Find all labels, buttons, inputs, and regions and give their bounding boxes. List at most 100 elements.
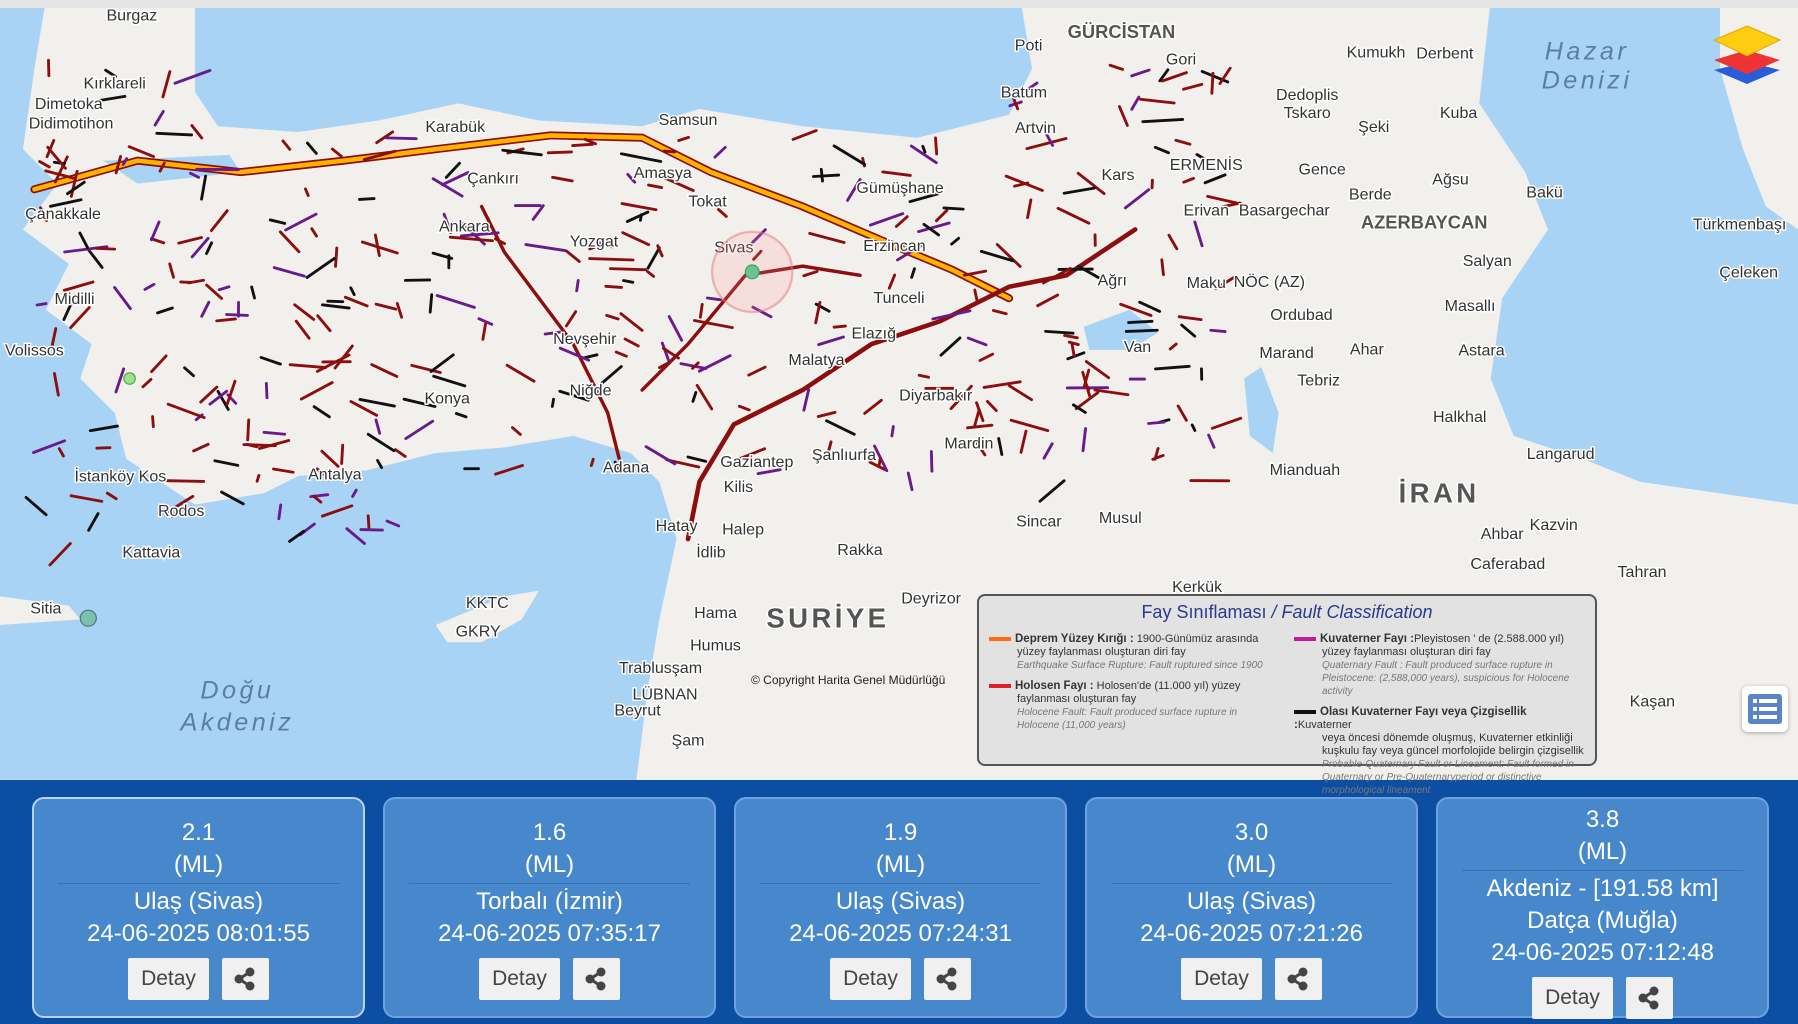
fault-segment bbox=[978, 352, 995, 362]
fault-segment bbox=[660, 175, 695, 192]
epicenter-marker[interactable] bbox=[744, 264, 760, 280]
fault-segment bbox=[1214, 274, 1238, 291]
fault-segment bbox=[1007, 384, 1034, 402]
fault-segment bbox=[49, 198, 83, 208]
legend-item-name: Holosen Fayı : bbox=[1015, 680, 1094, 692]
fault-segment bbox=[24, 496, 48, 517]
fault-segment bbox=[565, 249, 581, 263]
layers-button[interactable] bbox=[1712, 22, 1782, 86]
fault-segment bbox=[1025, 137, 1068, 151]
detail-button[interactable]: Detay bbox=[128, 958, 209, 1000]
earthquake-card[interactable]: 1.6 (ML) Torbalı (İzmir) 24-06-2025 07:3… bbox=[383, 797, 716, 1018]
map-label: Kumukh bbox=[1347, 43, 1406, 61]
fault-segment bbox=[320, 303, 351, 310]
fault-segment bbox=[104, 68, 117, 78]
earthquake-card[interactable]: 1.9 (ML) Ulaş (Sivas) 24-06-2025 07:24:3… bbox=[734, 797, 1067, 1018]
share-button[interactable] bbox=[572, 958, 620, 1000]
map-label: Amasya bbox=[634, 164, 692, 182]
event-magnitude-type: (ML) bbox=[173, 851, 224, 878]
fault-segment bbox=[1193, 220, 1204, 248]
fault-segment bbox=[373, 233, 381, 257]
legend-item: Deprem Yüzey Kırığı : 1900-Günümüz arası… bbox=[989, 633, 1280, 672]
fault-segment bbox=[619, 312, 644, 332]
fault-segment bbox=[1036, 293, 1060, 308]
legend-item-desc: Kuvaterner bbox=[1297, 719, 1352, 731]
map-copyright: © Copyright Harita Genel Müdürlüğü bbox=[751, 673, 946, 687]
fault-segment bbox=[394, 448, 407, 458]
fault-segment bbox=[213, 459, 240, 467]
share-button[interactable] bbox=[923, 958, 971, 1000]
fault-segment bbox=[973, 288, 979, 302]
lake-urmia bbox=[1244, 367, 1279, 454]
fault-segment bbox=[817, 335, 845, 347]
fault-segment bbox=[691, 361, 700, 370]
detail-button[interactable]: Detay bbox=[1181, 958, 1262, 1000]
epicenter-marker[interactable] bbox=[79, 609, 97, 627]
fault-segment bbox=[62, 293, 77, 322]
fault-segment bbox=[614, 350, 628, 358]
legend-item-desc-en: Probable-Quaternary Fault or Lineament: … bbox=[1322, 759, 1574, 796]
east-anatolian-fault bbox=[685, 227, 1138, 542]
fault-segment bbox=[374, 418, 382, 435]
fault-segment bbox=[376, 458, 383, 469]
event-list-button[interactable] bbox=[1742, 686, 1788, 732]
fault-segment bbox=[402, 397, 437, 408]
map-label: Sincar bbox=[1016, 512, 1062, 530]
map-label: Erzincan bbox=[863, 237, 925, 255]
fault-segment bbox=[1153, 145, 1170, 155]
fault-segment bbox=[494, 464, 524, 476]
fault-segment bbox=[259, 356, 282, 366]
fault-segment bbox=[168, 262, 175, 279]
fault-segment bbox=[165, 494, 195, 514]
map-label: Tebriz bbox=[1297, 371, 1340, 389]
fault-segment bbox=[697, 354, 732, 373]
fault-segment bbox=[38, 160, 51, 169]
map-label: AZERBAYCAN bbox=[1361, 211, 1488, 232]
map-label: Şanlıurfa bbox=[812, 446, 876, 464]
card-divider bbox=[1462, 870, 1743, 871]
map-label: Derbent bbox=[1416, 45, 1474, 63]
earthquake-card[interactable]: 2.1 (ML) Ulaş (Sivas) 24-06-2025 08:01:5… bbox=[32, 797, 365, 1018]
earthquake-card[interactable]: 3.0 (ML) Ulaş (Sivas) 24-06-2025 07:21:2… bbox=[1085, 797, 1418, 1018]
fault-segment bbox=[1084, 360, 1111, 380]
card-divider bbox=[1111, 883, 1392, 884]
event-datetime: 24-06-2025 07:21:26 bbox=[1140, 920, 1363, 947]
map-label: Gaziantep bbox=[720, 453, 793, 471]
map-label: Kars bbox=[1102, 166, 1135, 184]
fault-segment bbox=[1130, 68, 1151, 78]
fault-segment bbox=[333, 344, 354, 370]
fault-segment bbox=[366, 432, 396, 453]
map-label: GÜRCİSTAN bbox=[1068, 21, 1176, 42]
fault-segment bbox=[345, 527, 366, 545]
detail-button[interactable]: Detay bbox=[1532, 977, 1613, 1019]
fault-segment bbox=[158, 161, 166, 173]
event-datetime: 24-06-2025 07:24:31 bbox=[789, 920, 1012, 947]
fault-segment bbox=[217, 285, 231, 292]
fault-segment bbox=[404, 419, 435, 441]
fault-segment bbox=[215, 317, 237, 323]
event-magnitude: 1.9 bbox=[883, 819, 918, 846]
share-button[interactable] bbox=[221, 958, 269, 1000]
fault-map[interactable]: Burgaz Kırklareli Dimetoka Didimotihon Çanak… bbox=[0, 8, 1798, 780]
fault-segment bbox=[216, 389, 230, 411]
share-button[interactable] bbox=[1274, 958, 1322, 1000]
detail-button[interactable]: Detay bbox=[830, 958, 911, 1000]
earthquake-card[interactable]: 3.8 (ML) Akdeniz - [191.58 km] Datça (Muğ… bbox=[1436, 797, 1769, 1019]
fault-segment bbox=[1158, 68, 1170, 83]
fault-segment bbox=[626, 172, 637, 184]
map-labels: Burgaz Kırklareli Dimetoka Didimotihon Çanak… bbox=[4, 8, 1788, 751]
fault-segment bbox=[623, 337, 640, 348]
fault-segment bbox=[931, 309, 972, 321]
fault-segment bbox=[304, 187, 310, 197]
fault-segment bbox=[32, 439, 67, 454]
fault-segment bbox=[370, 363, 399, 378]
epicenter-marker[interactable] bbox=[123, 372, 136, 385]
share-button[interactable] bbox=[1625, 977, 1673, 1019]
fault-segment bbox=[395, 302, 404, 319]
fault-segment bbox=[1177, 315, 1203, 322]
fault-segment bbox=[546, 150, 573, 155]
detail-button[interactable]: Detay bbox=[479, 958, 560, 1000]
fault-segment bbox=[95, 246, 117, 251]
map-label: Salyan bbox=[1463, 252, 1512, 270]
event-magnitude-type: (ML) bbox=[524, 851, 575, 878]
